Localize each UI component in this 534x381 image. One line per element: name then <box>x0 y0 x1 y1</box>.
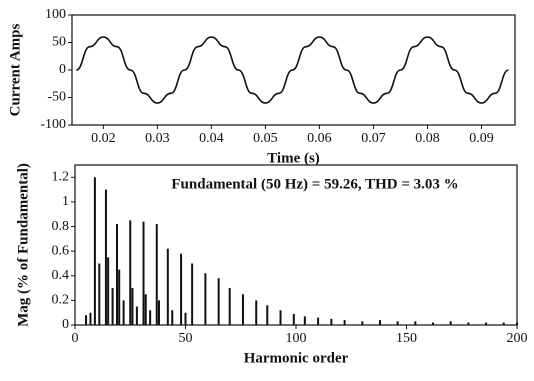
y-tick-label: -100 <box>40 117 66 132</box>
y-tick-label: 1.2 <box>52 170 70 185</box>
x-tick-label: 0.08 <box>415 131 440 146</box>
bar <box>98 263 101 325</box>
bar <box>85 315 88 325</box>
bar <box>142 221 145 325</box>
bar <box>414 321 417 325</box>
bar <box>89 312 92 325</box>
bar <box>131 288 134 325</box>
bar <box>144 294 147 325</box>
bar <box>317 317 320 325</box>
x-axis-label: Harmonic order <box>244 350 349 366</box>
chart-title: Fundamental (50 Hz) = 59.26, THD = 3.03 … <box>171 176 458 192</box>
bar <box>502 322 505 325</box>
bar <box>191 263 194 325</box>
y-tick-label: 0.8 <box>52 219 70 234</box>
x-tick-label: 0 <box>72 331 79 346</box>
x-tick-label: 0.06 <box>307 131 332 146</box>
line-series <box>76 36 509 104</box>
y-tick-label: 1 <box>62 194 69 209</box>
y-tick-label: 50 <box>52 35 66 50</box>
x-tick-label: 0.02 <box>91 131 116 146</box>
bar <box>266 305 269 325</box>
x-tick-label: 150 <box>396 331 417 346</box>
y-tick-label: 0 <box>59 62 66 77</box>
bar <box>135 306 138 325</box>
bar <box>279 310 282 325</box>
bar <box>241 294 244 325</box>
bar <box>166 248 169 325</box>
bar <box>330 318 333 325</box>
y-tick-label: 0.2 <box>52 293 70 308</box>
y-axis-label: Current Amps <box>7 24 23 117</box>
y-tick-label: 0.6 <box>52 243 70 258</box>
x-tick-label: 50 <box>179 331 193 346</box>
bar <box>115 224 118 325</box>
bar <box>396 321 399 325</box>
y-tick-label: 0 <box>62 317 69 332</box>
bar <box>292 313 295 325</box>
bar <box>361 321 364 325</box>
x-tick-label: 0.03 <box>145 131 170 146</box>
bar <box>118 269 121 325</box>
bar <box>157 300 160 325</box>
x-axis-label: Time (s) <box>267 150 320 166</box>
bar <box>104 189 107 325</box>
bar <box>93 177 96 325</box>
bar <box>228 288 231 325</box>
bar <box>149 310 152 325</box>
x-tick-label: 0.04 <box>199 131 224 146</box>
x-tick-label: 0.05 <box>253 131 278 146</box>
y-tick-label: 0.4 <box>52 268 70 283</box>
bar <box>467 322 470 325</box>
x-tick-label: 0.09 <box>469 131 494 146</box>
bar <box>303 316 306 325</box>
bar <box>129 220 132 325</box>
bar <box>122 300 125 325</box>
bar <box>217 278 220 325</box>
bar <box>111 288 114 325</box>
bar <box>485 322 488 325</box>
bar <box>184 312 187 325</box>
bar <box>449 321 452 325</box>
bar <box>171 310 174 325</box>
bar <box>107 257 110 325</box>
y-tick-label: -50 <box>47 90 66 105</box>
bar <box>155 224 158 325</box>
bar <box>255 300 258 325</box>
bar <box>378 320 381 325</box>
bar <box>343 320 346 325</box>
x-tick-label: 100 <box>286 331 307 346</box>
y-tick-label: 100 <box>45 7 66 22</box>
bar <box>516 322 518 325</box>
bar <box>204 273 207 325</box>
y-axis-label: Mag (% of Fundamental) <box>15 163 31 327</box>
x-tick-label: 200 <box>507 331 528 346</box>
bar <box>432 322 435 325</box>
bar <box>180 253 183 325</box>
x-tick-label: 0.07 <box>361 131 386 146</box>
